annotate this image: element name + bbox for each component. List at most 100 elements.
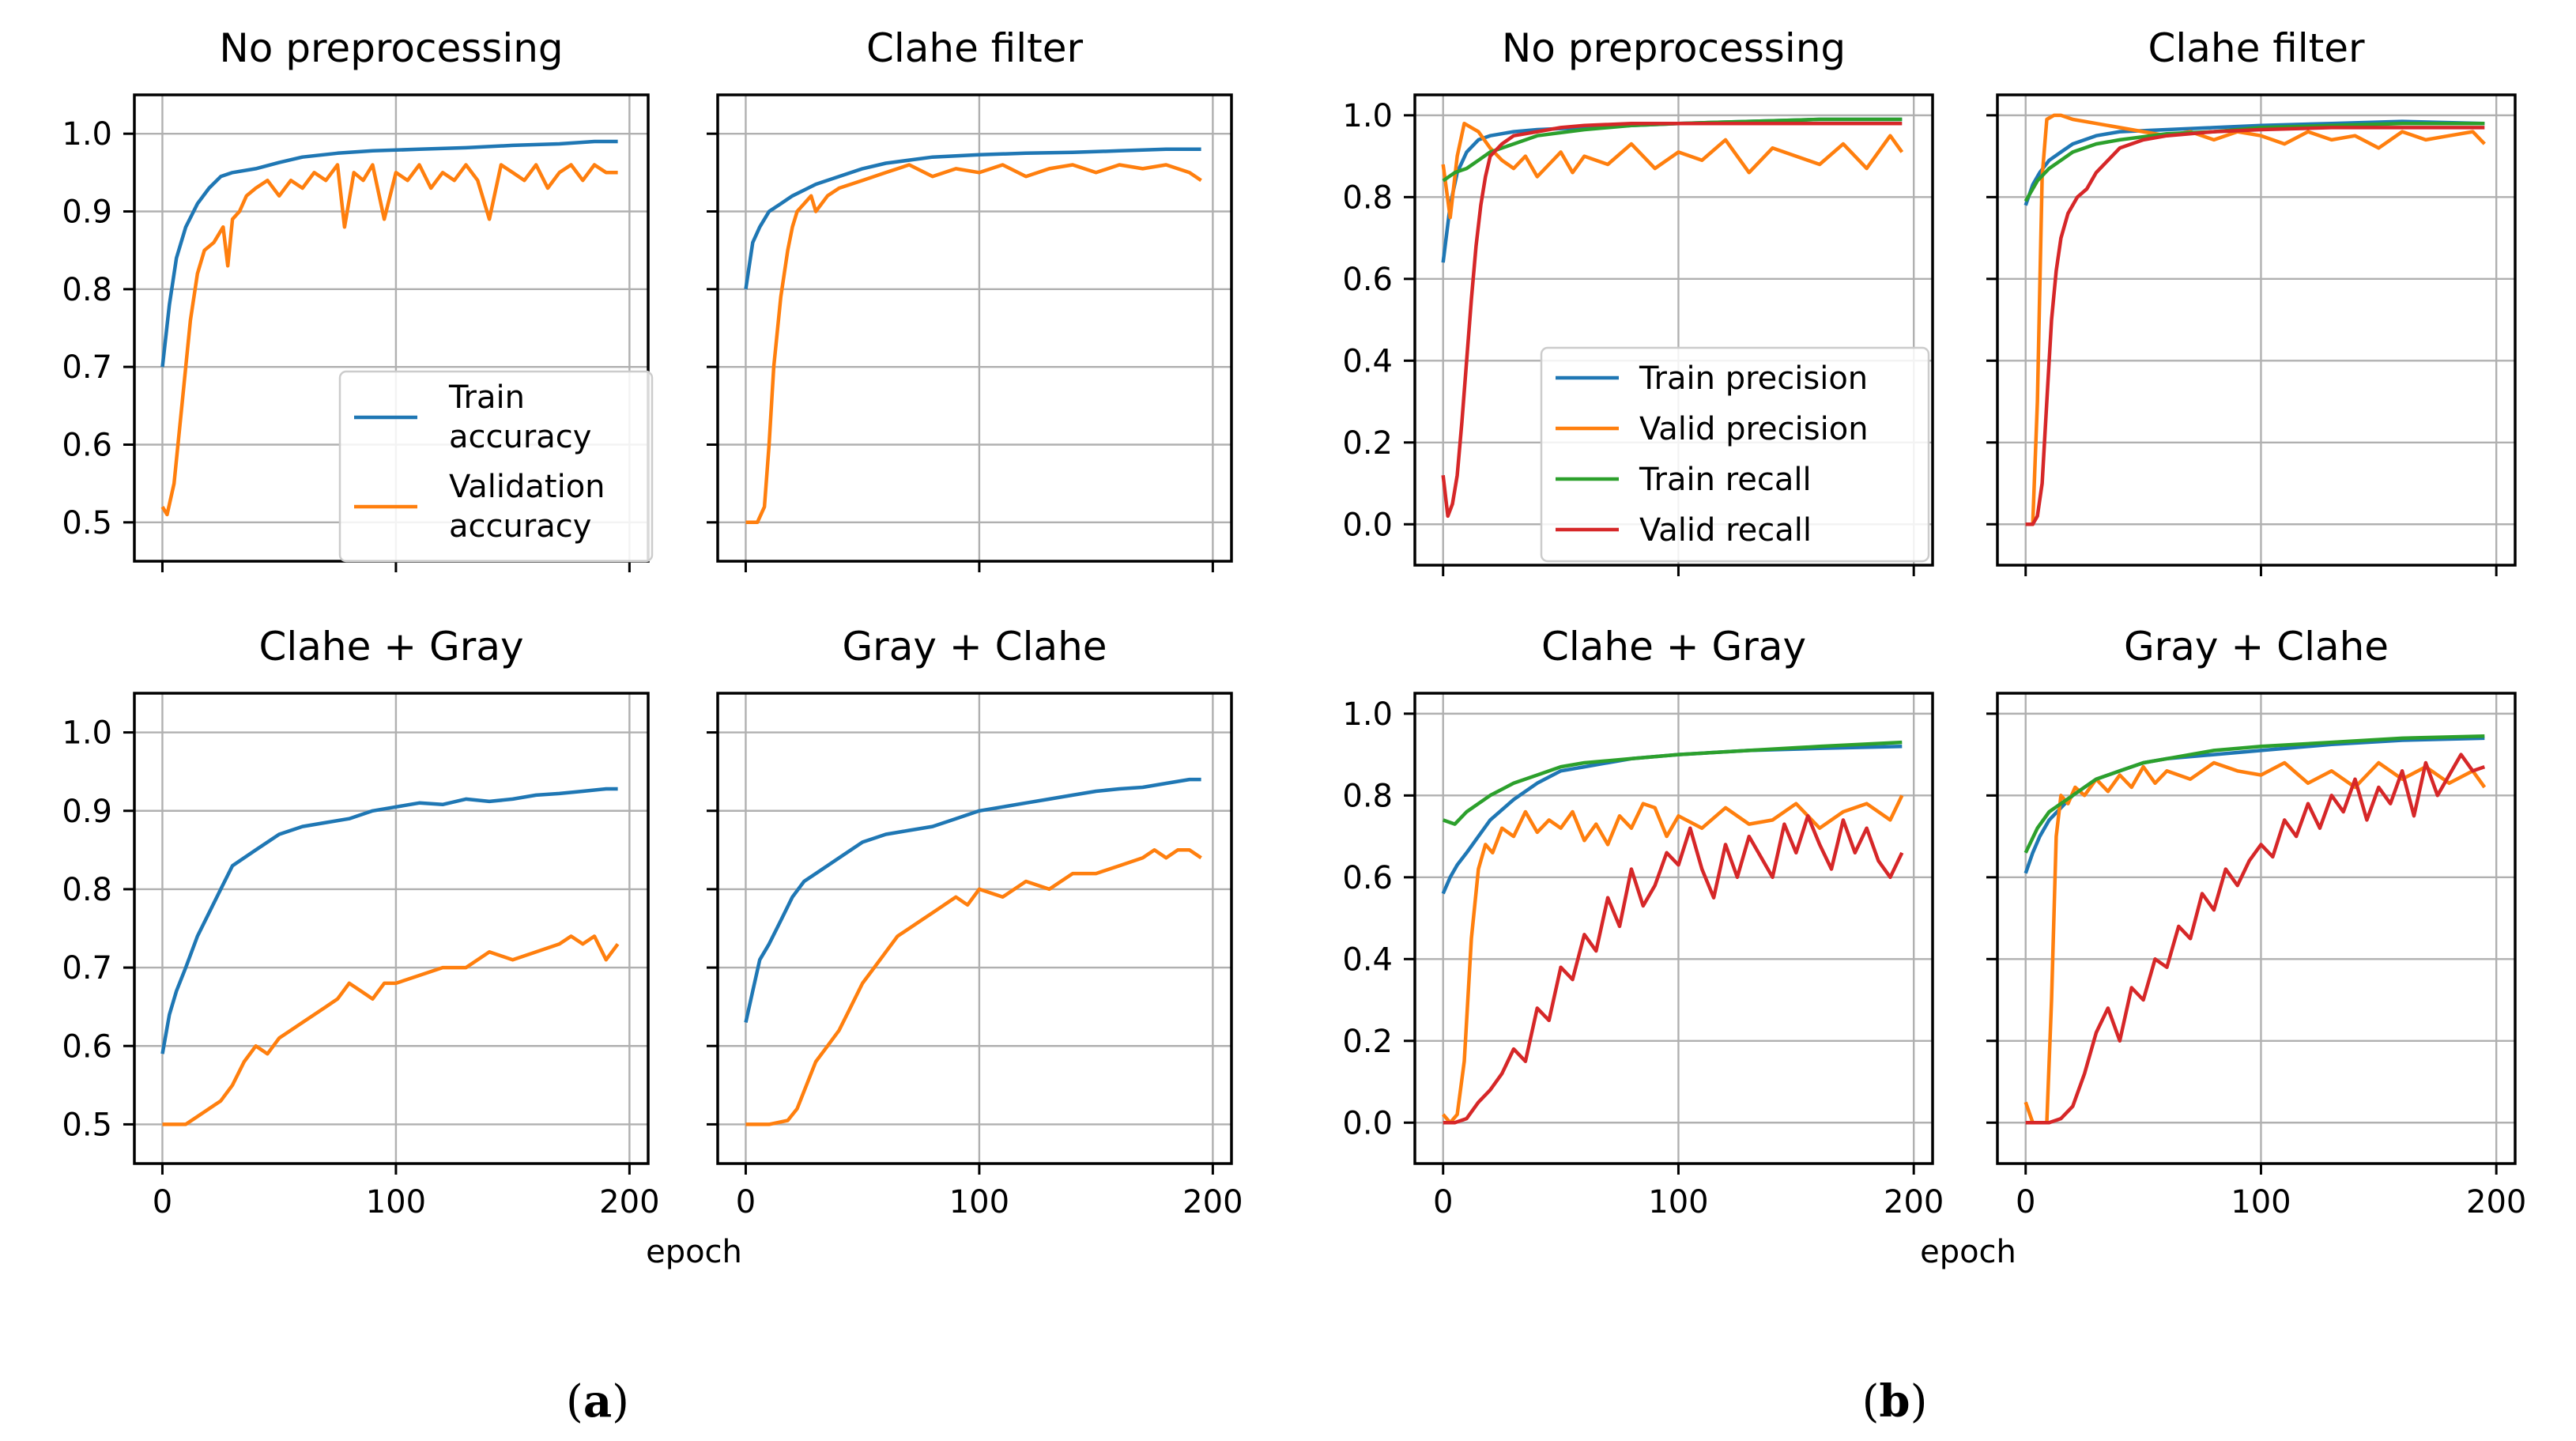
- x-tick-label: 100: [2231, 1184, 2291, 1220]
- y-tick-label: 0.6: [1342, 860, 1393, 896]
- x-tick-label: 200: [1884, 1184, 1944, 1220]
- legend-box: [338, 370, 654, 563]
- chart-title: Clahe filter: [866, 25, 1084, 71]
- y-tick-label: 0.6: [1342, 262, 1393, 298]
- y-tick-label: 0.2: [1342, 425, 1393, 462]
- legend-label-line: accuracy: [449, 508, 591, 545]
- y-tick-label: 0.8: [62, 272, 112, 308]
- y-tick-label: 0.2: [1342, 1024, 1393, 1060]
- series-line-1: [744, 147, 1201, 290]
- x-axis-label: epoch: [1920, 1234, 2016, 1270]
- group-label-a: (a): [566, 1375, 629, 1428]
- y-tick-label: 1.0: [1342, 98, 1393, 134]
- x-tick-label: 100: [1648, 1184, 1708, 1220]
- x-axis-label: epoch: [646, 1234, 742, 1270]
- series-line-4: [1441, 121, 1903, 519]
- plot-frame: [1413, 93, 1934, 567]
- series-line-2: [160, 163, 618, 517]
- series-line-3: [1442, 117, 1903, 183]
- series-line-2: [745, 848, 1202, 1126]
- series-line-2: [2023, 760, 2487, 1125]
- plot-frame: [1996, 93, 2517, 567]
- series-line-1: [744, 777, 1201, 1023]
- legend-label-line: Valid precision: [1639, 411, 1869, 447]
- y-tick-label: 0.0: [1342, 1105, 1393, 1141]
- chart-panel-a-4: 0 100 200 Gray + Clahe epoch: [646, 624, 1243, 1270]
- series-line-3: [2023, 734, 2485, 854]
- series-line-4: [2025, 753, 2486, 1125]
- series-line-4: [2025, 126, 2485, 526]
- legend-label: Valid precision: [1639, 411, 1869, 447]
- chart-panel-b-3: 0 100 200 0.0 0.2 0.4 0.6 0.8 1.0 Clahe + Gray: [1342, 624, 1944, 1220]
- series-line-3: [2023, 121, 2485, 202]
- chart-panel-b-2: Clahe filter: [1986, 25, 2517, 576]
- series-line-2: [745, 163, 1202, 525]
- series-line-1: [1441, 117, 1903, 263]
- chart-panel-a-2: Clahe filter: [707, 25, 1233, 572]
- legend-label: Train recall: [1639, 462, 1812, 498]
- y-tick-label: 0.8: [1342, 778, 1393, 814]
- chart-title: Clahe + Gray: [1541, 624, 1806, 670]
- chart-title: No preprocessing: [1502, 25, 1846, 71]
- y-tick-label: 0.9: [62, 194, 112, 231]
- series-line-2: [162, 934, 620, 1126]
- x-tick-label: 0: [1433, 1184, 1453, 1220]
- y-tick-label: 0.5: [62, 1107, 112, 1143]
- y-tick-label: 0.8: [1342, 179, 1393, 216]
- y-tick-label: 0.7: [62, 950, 112, 986]
- x-tick-label: 0: [736, 1184, 756, 1220]
- y-tick-label: 1.0: [62, 116, 112, 153]
- x-tick-label: 200: [599, 1184, 659, 1220]
- y-tick-label: 0.7: [62, 349, 112, 386]
- x-tick-label: 200: [2466, 1184, 2526, 1220]
- series-line-2: [1441, 794, 1904, 1125]
- legend-label-line: Train recall: [1639, 462, 1812, 498]
- y-tick-label: 1.0: [62, 715, 112, 752]
- chart-panel-b-1: 0.0 0.2 0.4 0.6 0.8 1.0 No preprocessing Train …: [1342, 25, 1934, 576]
- chart-title: Gray + Clahe: [842, 624, 1107, 670]
- y-tick-label: 0.8: [62, 872, 112, 908]
- plot-frame: [716, 93, 1233, 563]
- plot-frame: [1996, 692, 2517, 1165]
- legend-label: Train precision: [1639, 360, 1868, 397]
- chart-panel-b-4: 0 100 200 Gray + Clahe epoch: [1920, 624, 2526, 1270]
- x-tick-label: 100: [366, 1184, 426, 1220]
- series-line-1: [160, 787, 618, 1054]
- series-line-2: [1441, 121, 1904, 220]
- chart-title: No preprocessing: [219, 25, 563, 71]
- legend-label-line: Train precision: [1639, 360, 1868, 397]
- series-line-1: [160, 139, 618, 368]
- y-tick-label: 0.0: [1342, 507, 1393, 543]
- x-tick-label: 0: [2016, 1184, 2035, 1220]
- chart-title: Clahe + Gray: [258, 624, 523, 670]
- series-line-4: [1443, 813, 1904, 1125]
- y-tick-label: 0.5: [62, 505, 112, 541]
- legend-label-line: accuracy: [449, 419, 591, 455]
- chart-title: Clahe filter: [2148, 25, 2365, 71]
- group-label-b: (b): [1862, 1375, 1928, 1428]
- plot-frame: [133, 692, 650, 1165]
- chart-title: Gray + Clahe: [2124, 624, 2389, 670]
- x-tick-label: 200: [1182, 1184, 1243, 1220]
- y-tick-label: 0.6: [62, 428, 112, 464]
- legend-label: Validation accuracy: [449, 469, 605, 545]
- x-tick-label: 100: [949, 1184, 1009, 1220]
- y-tick-label: 1.0: [1342, 696, 1393, 733]
- legend-label-line: Valid recall: [1639, 512, 1812, 549]
- plot-frame: [1413, 692, 1934, 1165]
- y-tick-label: 0.6: [62, 1028, 112, 1065]
- series-line-2: [2025, 113, 2486, 526]
- legend-label: Train accuracy: [448, 379, 591, 455]
- x-tick-label: 0: [153, 1184, 172, 1220]
- legend-box: [1540, 346, 1930, 563]
- series-line-3: [1442, 740, 1903, 826]
- legend-label: Valid recall: [1639, 512, 1812, 549]
- chart-panel-a-3: 0 100 200 0.5 0.6 0.7 0.8 0.9 1.0 Clahe + Gray: [62, 624, 659, 1220]
- y-tick-label: 0.9: [62, 794, 112, 830]
- legend-label-line: Train: [448, 379, 525, 416]
- y-tick-label: 0.4: [1342, 343, 1393, 379]
- y-tick-label: 0.4: [1342, 941, 1393, 978]
